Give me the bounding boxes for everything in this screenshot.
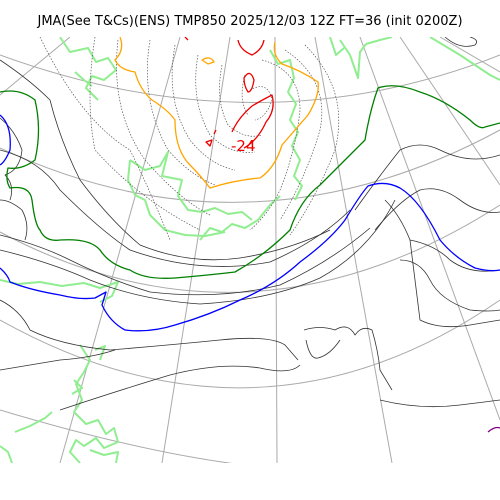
weather-map[interactable]: -24	[0, 37, 500, 463]
isotherm-black	[409, 239, 500, 272]
meridian-line	[314, 37, 393, 463]
coastline-segment	[69, 344, 119, 463]
isotherm-black	[379, 399, 500, 408]
isotherm-blue	[0, 182, 500, 332]
isotherm-black	[374, 188, 500, 231]
isotherm-black	[0, 199, 28, 241]
coastline-segment	[269, 49, 303, 201]
isotherm-black	[0, 349, 116, 371]
isotherm-dotted	[116, 39, 211, 216]
isotherm-dotted	[195, 54, 256, 153]
isotherm-black	[444, 37, 478, 47]
isotherm-red	[205, 139, 213, 147]
isotherms-black	[0, 37, 500, 411]
isotherm-black	[0, 117, 23, 201]
meridian-line	[399, 37, 500, 186]
isotherm-black	[0, 227, 371, 296]
coastline-segment	[74, 71, 93, 87]
isotherm-blue	[0, 114, 11, 166]
isotherms-purple	[487, 426, 500, 433]
meridian-line	[439, 37, 500, 73]
meridian-line	[161, 37, 231, 463]
isotherm-orange	[201, 57, 215, 65]
isotherm-black	[384, 199, 500, 328]
isotherm-dotted	[89, 37, 201, 231]
coastline-segment	[71, 379, 83, 395]
isotherms-dotted	[39, 37, 340, 241]
coastline-segment	[339, 39, 367, 79]
isotherm-red	[184, 37, 189, 41]
coastline-segment	[0, 279, 119, 303]
isotherm-red	[237, 39, 265, 56]
isotherm-red	[231, 94, 274, 149]
coastline-segment	[0, 445, 13, 463]
coastline-segment	[127, 159, 226, 237]
isotherm-dotted	[147, 39, 216, 186]
isotherm-dotted	[39, 37, 171, 241]
latitude-line	[0, 129, 500, 203]
isotherm-black	[0, 199, 396, 305]
coastline-segment	[429, 37, 500, 81]
isotherm-black	[0, 59, 331, 261]
coastline	[0, 37, 500, 463]
isotherm-black	[59, 364, 301, 411]
isotherm-green	[0, 85, 500, 279]
latitude-line	[0, 204, 500, 293]
latitude-line	[0, 299, 500, 389]
isotherm-label: -24	[231, 137, 256, 155]
coastline-segment	[129, 151, 253, 221]
coastline-segment	[89, 449, 119, 463]
isotherm-black	[354, 144, 500, 211]
latitude-line	[0, 409, 233, 463]
isotherm-red	[213, 129, 217, 135]
coastline-segment	[329, 37, 345, 56]
isotherm-dotted	[241, 74, 249, 116]
isotherm-dotted	[249, 86, 273, 121]
isotherm-black	[399, 259, 500, 312]
page-title: JMA(See T&Cs)(ENS) TMP850 2025/12/03 12Z…	[37, 14, 463, 29]
isotherms-blue	[0, 114, 500, 332]
coastline-segment	[199, 195, 281, 241]
isotherm-orange	[114, 37, 319, 189]
isotherm-dotted	[171, 44, 236, 171]
isotherm-dotted	[219, 64, 263, 137]
coastline-segment	[59, 37, 117, 101]
isotherm-dotted	[249, 59, 301, 231]
latitude-line	[0, 54, 500, 103]
isotherms-green	[0, 85, 500, 279]
isotherm-black	[303, 326, 393, 391]
isotherm-red	[243, 72, 255, 93]
coastline-segment	[14, 411, 53, 433]
isotherms-red	[184, 37, 274, 149]
graticule	[0, 37, 500, 463]
isotherm-black	[0, 299, 299, 361]
isotherm-dotted	[279, 49, 323, 221]
isotherm-purple	[487, 426, 500, 433]
coastline-segment	[365, 37, 393, 45]
isotherm-black	[305, 339, 341, 359]
meridian-line	[0, 37, 71, 96]
isotherm-dotted	[289, 44, 340, 236]
isotherm-black	[0, 149, 351, 267]
isotherms-orange	[114, 37, 319, 189]
meridian-line	[359, 37, 500, 421]
